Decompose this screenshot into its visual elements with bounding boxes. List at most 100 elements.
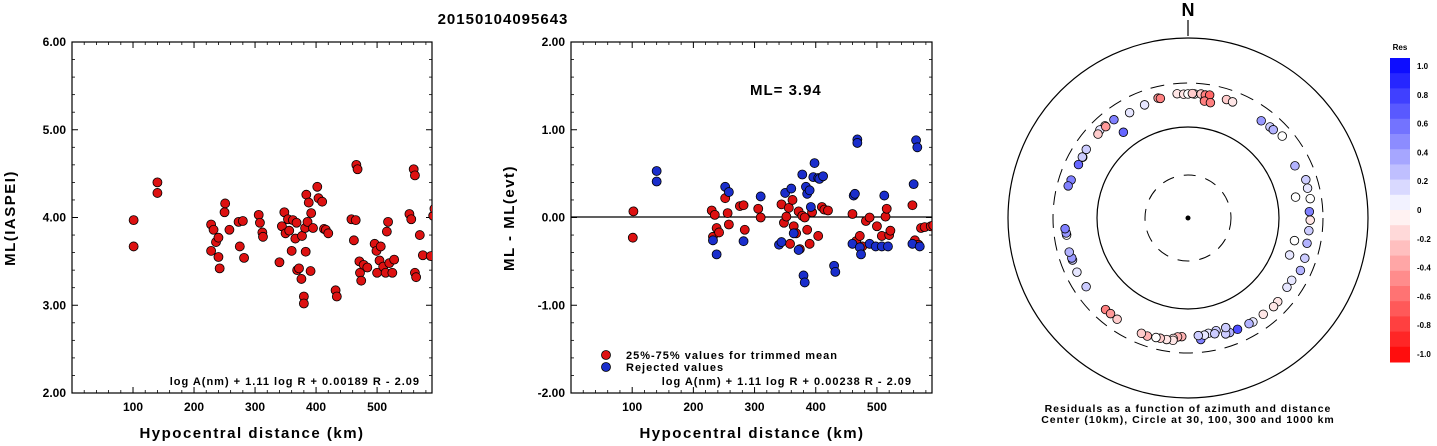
data-point — [425, 251, 432, 262]
data-point — [414, 230, 425, 240]
data-point — [879, 190, 890, 201]
chart2-legend: 25%-75% values for trimmed mean Rejected… — [601, 350, 837, 374]
colorbar-label: 0.6 — [1417, 120, 1429, 129]
station-point — [1300, 253, 1310, 263]
station-point — [1073, 159, 1084, 170]
x-tick-label: 400 — [806, 400, 826, 414]
station-point — [1139, 100, 1150, 110]
station-point — [1205, 97, 1216, 108]
data-point — [296, 274, 307, 284]
data-point — [651, 166, 662, 176]
colorbar-label: -0.2 — [1417, 235, 1431, 244]
data-point — [300, 246, 311, 257]
colorbar-swatch — [1390, 134, 1410, 150]
data-point — [914, 241, 925, 252]
data-point — [852, 138, 863, 148]
data-point — [294, 263, 304, 274]
chart1-frame — [71, 41, 433, 394]
data-point — [383, 216, 393, 227]
chart2-y-axis-label: ML - ML(evt) — [501, 165, 518, 271]
y-tick-label: -1.00 — [538, 298, 566, 312]
data-point — [804, 185, 815, 196]
x-tick-label: 400 — [306, 400, 326, 414]
colorbar-swatch — [1390, 255, 1410, 272]
data-point — [651, 176, 662, 187]
station-point — [1109, 115, 1119, 125]
x-tick-label: 200 — [683, 400, 703, 414]
station-point — [1227, 97, 1238, 107]
data-point — [152, 188, 163, 198]
residual-vs-distance-chart: -2.00 -1.00 0.00 1.00 2.00 100 200 300 400 500 ML… — [501, 35, 933, 442]
data-point — [128, 215, 139, 226]
x-tick-label: 300 — [245, 400, 265, 414]
data-point — [356, 275, 367, 286]
colorbar-swatch — [1390, 225, 1410, 241]
data-point — [206, 245, 217, 256]
colorbar-swatch — [1390, 270, 1410, 287]
y-tick-label: 2.00 — [43, 386, 67, 400]
station-point — [1290, 161, 1300, 171]
x-tick-label: 300 — [745, 400, 765, 414]
station-point — [1081, 282, 1091, 292]
data-point — [883, 241, 893, 252]
station-point — [1305, 215, 1315, 225]
data-point — [305, 266, 316, 276]
x-tick-label: 500 — [367, 400, 387, 414]
data-point — [813, 231, 824, 241]
data-point — [755, 212, 766, 223]
colorbar-swatch — [1390, 286, 1410, 302]
data-point — [739, 224, 750, 235]
colorbar-swatch — [1390, 164, 1410, 181]
station-point — [1282, 282, 1292, 292]
data-point — [856, 249, 866, 260]
data-point — [823, 205, 833, 216]
station-point — [1258, 309, 1268, 320]
data-point — [627, 232, 638, 243]
station-point — [1112, 314, 1122, 324]
data-point — [753, 203, 764, 214]
colorbar-swatch — [1390, 73, 1410, 89]
data-point — [880, 211, 891, 222]
data-point — [253, 209, 264, 220]
y-tick-label: 4.00 — [43, 211, 67, 225]
colorbar-swatch — [1390, 316, 1410, 333]
colorbar-swatches — [1390, 58, 1410, 363]
data-point — [406, 214, 417, 225]
data-point — [912, 142, 923, 153]
data-point — [362, 262, 373, 273]
data-point — [781, 211, 792, 222]
colorbar-swatch — [1390, 88, 1410, 105]
colorbar-title: Res — [1393, 43, 1408, 52]
colorbar-label: 0.2 — [1417, 177, 1429, 186]
circle-100km — [1096, 126, 1280, 310]
data-point — [847, 209, 858, 219]
station-point — [1232, 324, 1243, 335]
colorbar-swatch — [1390, 210, 1410, 226]
data-point — [214, 263, 225, 274]
x-tick-label: 500 — [867, 400, 887, 414]
station-point — [1301, 175, 1311, 185]
colorbar-swatch — [1390, 149, 1410, 165]
data-point — [303, 197, 314, 208]
station-point — [1187, 88, 1198, 99]
data-point — [885, 225, 896, 236]
station-point — [1302, 183, 1313, 193]
data-point — [258, 231, 268, 242]
data-point — [255, 217, 265, 228]
circle-30km — [1144, 174, 1232, 262]
data-point — [709, 209, 720, 220]
data-point — [722, 208, 733, 219]
data-point — [872, 221, 882, 232]
data-point — [219, 207, 230, 218]
colorbar-swatch — [1390, 179, 1410, 196]
data-point — [237, 216, 248, 226]
ml-annotation: ML= 3.94 — [750, 82, 822, 99]
station-point — [1105, 308, 1116, 319]
data-point — [799, 212, 810, 223]
station-point — [1151, 332, 1161, 343]
data-point — [850, 188, 860, 199]
colorbar-label: -0.6 — [1417, 292, 1431, 301]
data-point — [738, 200, 749, 211]
